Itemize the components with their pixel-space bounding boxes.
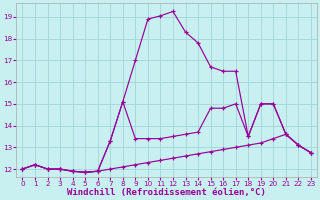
X-axis label: Windchill (Refroidissement éolien,°C): Windchill (Refroidissement éolien,°C)	[67, 188, 266, 197]
